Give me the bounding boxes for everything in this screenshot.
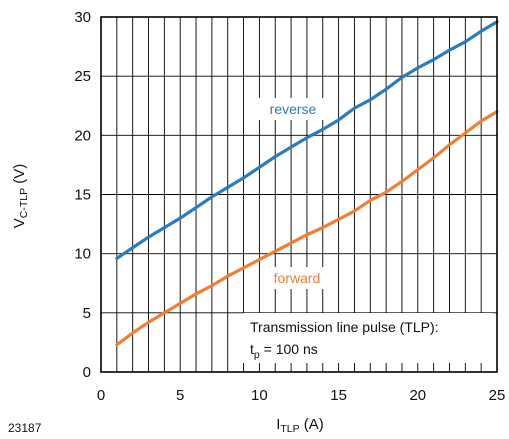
data-point-reverse: [385, 88, 387, 90]
data-point-reverse: [290, 146, 292, 148]
data-point-reverse: [306, 137, 308, 139]
x-tick-label: 10: [251, 387, 268, 404]
data-point-forward: [306, 234, 308, 236]
data-point-reverse: [227, 186, 229, 188]
series-lines: [115, 20, 499, 347]
x-tick-label: 5: [176, 387, 184, 404]
note-line-2: tp = 100 ns: [250, 341, 318, 361]
data-point-forward: [163, 312, 165, 314]
note-line-1: Transmission line pulse (TLP):: [250, 319, 439, 335]
data-point-forward: [147, 321, 149, 323]
y-tick-label: 15: [74, 187, 91, 204]
x-tick-label: 20: [409, 387, 426, 404]
y-tick-label: 30: [74, 9, 91, 26]
y-tick-label: 20: [74, 127, 91, 144]
data-point-reverse: [353, 107, 355, 109]
data-point-reverse: [258, 166, 260, 168]
data-point-reverse: [147, 236, 149, 238]
y-axis-label: VC-TLP (V): [11, 164, 30, 229]
x-tick-labels: 0 5 10 15 20 25: [97, 387, 506, 404]
data-point-reverse: [432, 58, 434, 60]
reverse-label: reverse: [270, 101, 317, 117]
data-point-forward: [211, 284, 213, 286]
data-point-forward: [258, 258, 260, 260]
forward-label: forward: [274, 270, 321, 286]
data-point-forward: [116, 344, 118, 346]
data-point-forward: [464, 132, 466, 134]
figure-id: 23187: [8, 421, 42, 435]
y-tick-labels: 0 5 10 15 20 25 30: [74, 9, 91, 381]
y-tick-label: 5: [83, 305, 91, 322]
x-axis-label: ITLP (A): [276, 416, 324, 435]
data-point-reverse: [211, 196, 213, 198]
data-point-reverse: [163, 226, 165, 228]
data-point-reverse: [369, 99, 371, 101]
x-tick-label: 0: [97, 387, 105, 404]
reverse-label-bg: [258, 98, 328, 120]
y-tick-label: 25: [74, 68, 91, 85]
data-point-reverse: [195, 206, 197, 208]
data-point-forward: [432, 157, 434, 159]
y-tick-label: 0: [83, 364, 91, 381]
data-point-forward: [369, 199, 371, 201]
data-point-reverse: [179, 217, 181, 219]
data-point-reverse: [448, 49, 450, 51]
data-point-reverse: [417, 67, 419, 69]
note-bg: [243, 313, 493, 363]
data-point-forward: [195, 293, 197, 295]
grid: [101, 17, 497, 372]
data-point-forward: [131, 332, 133, 334]
data-point-reverse: [464, 41, 466, 43]
forward-label-bg: [262, 267, 332, 289]
data-point-forward: [385, 191, 387, 193]
data-point-forward: [448, 144, 450, 146]
data-point-reverse: [401, 76, 403, 78]
data-point-forward: [337, 218, 339, 220]
data-point-forward: [401, 180, 403, 182]
data-point-forward: [274, 250, 276, 252]
x-tick-label: 15: [330, 387, 347, 404]
data-point-forward: [480, 120, 482, 122]
series-line-reverse: [115, 20, 499, 260]
data-point-forward: [290, 242, 292, 244]
x-tick-label: 25: [489, 387, 506, 404]
data-point-reverse: [274, 155, 276, 157]
data-point-forward: [242, 267, 244, 269]
data-point-forward: [227, 275, 229, 277]
data-point-reverse: [242, 177, 244, 179]
plot-frame: [100, 16, 498, 373]
data-point-forward: [179, 302, 181, 304]
data-point-forward: [417, 168, 419, 170]
series-line-forward: [115, 110, 499, 347]
data-point-reverse: [337, 119, 339, 121]
data-point-forward: [322, 226, 324, 228]
data-point-forward: [353, 210, 355, 212]
data-point-reverse: [131, 247, 133, 249]
data-point-reverse: [116, 257, 118, 259]
y-tick-label: 10: [74, 246, 91, 263]
data-point-reverse: [322, 128, 324, 130]
data-point-reverse: [480, 30, 482, 32]
